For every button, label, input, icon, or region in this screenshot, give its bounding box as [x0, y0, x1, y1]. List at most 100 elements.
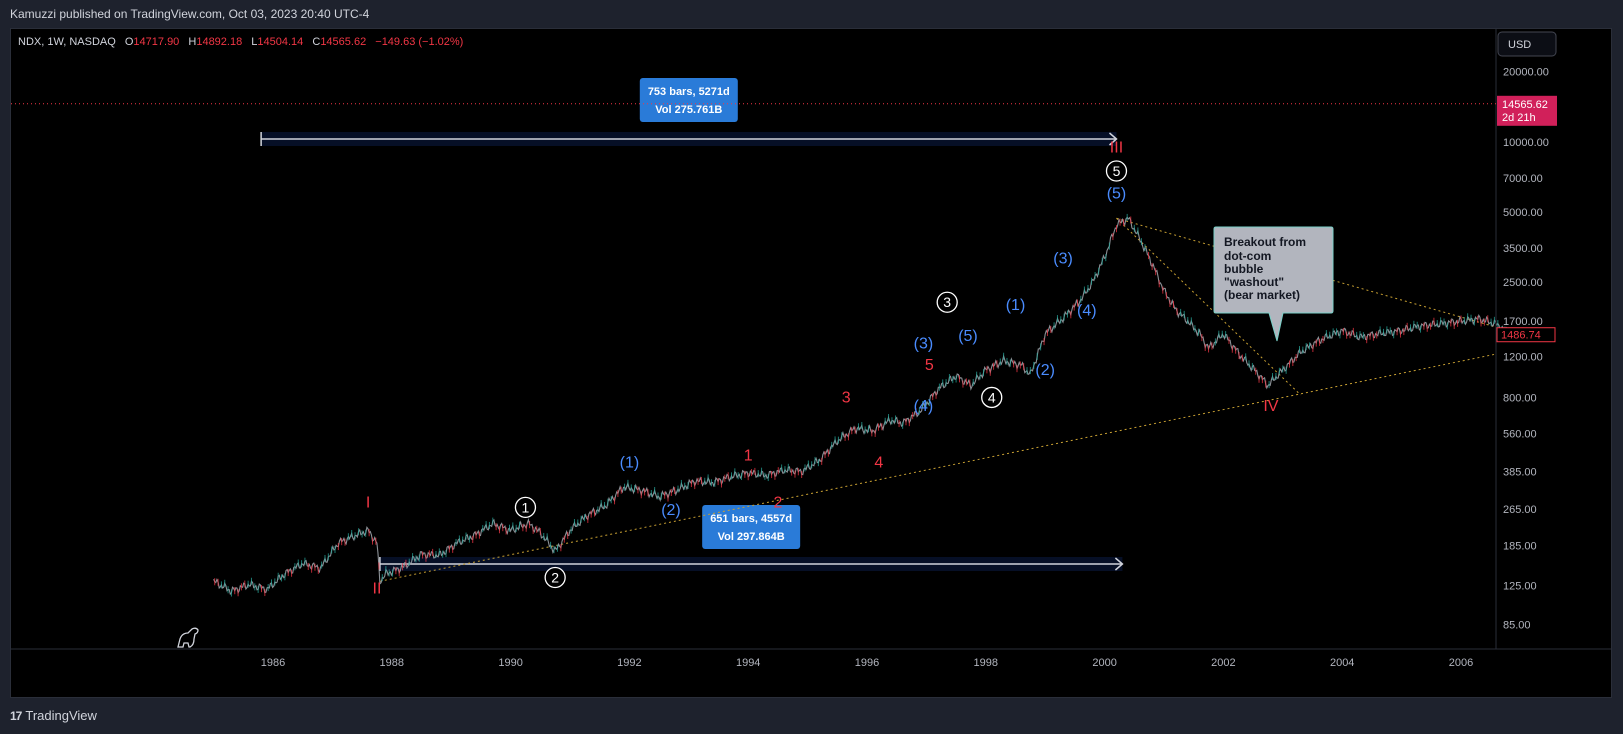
- circled-wave-label: 4: [981, 386, 1003, 409]
- blue-wave-label: (4): [914, 398, 934, 415]
- close-value: 14565.62: [320, 36, 366, 48]
- wave-circle-number: 5: [1113, 163, 1121, 179]
- series-end-tag: 1486.74: [1496, 327, 1556, 343]
- bar-range-measure: 651 bars, 4557d Vol 297.864B: [379, 505, 1124, 571]
- price-chart[interactable]: 753 bars, 5271d Vol 275.761B 651 bars, 455…: [11, 29, 1611, 697]
- y-tick-label: 10000.00: [1503, 137, 1549, 149]
- series-layer: [213, 213, 1510, 597]
- blue-wave-label: (5): [1107, 186, 1127, 203]
- wave-circle-number: 4: [988, 389, 996, 405]
- red-wave-label: 1: [744, 447, 753, 464]
- blue-wave-label: (3): [1053, 251, 1073, 268]
- x-tick-label: 1996: [855, 657, 879, 669]
- wave-circle-number: 3: [943, 294, 951, 310]
- x-tick-label: 1990: [498, 657, 522, 669]
- bar-range-layer: 753 bars, 5271d Vol 275.761B 651 bars, 455…: [260, 78, 1124, 571]
- y-tick-label: 7000.00: [1503, 173, 1543, 185]
- ohlc-legend: NDX, 1W, NASDAQ O14717.90 H14892.18 L145…: [18, 36, 463, 48]
- x-tick-label: 2000: [1092, 657, 1116, 669]
- y-tick-label: 3500.00: [1503, 243, 1543, 255]
- axis-layer: 28000.0020000.0010000.007000.005000.0035…: [11, 29, 1611, 669]
- blue-wave-label: (2): [1035, 362, 1055, 379]
- x-tick-label: 2004: [1330, 657, 1354, 669]
- blue-wave-label: (2): [661, 502, 681, 519]
- red-wave-label: II: [373, 581, 382, 598]
- currency-button[interactable]: USD: [1497, 31, 1557, 57]
- circled-wave-label: 3: [936, 291, 958, 313]
- wave-circle: [981, 386, 1003, 409]
- dinosaur-icon[interactable]: [177, 627, 199, 648]
- tradingview-logo-icon: 17: [10, 709, 22, 723]
- red-wave-label: III: [1110, 140, 1123, 157]
- publisher-line: Kamuzzi published on TradingView.com, Oc…: [10, 7, 370, 21]
- last-price-tag-bg: [1497, 95, 1557, 126]
- trendline: [1116, 217, 1497, 328]
- range-vol-label: Vol 297.864B: [718, 531, 785, 543]
- red-wave-label: IV: [1263, 398, 1278, 415]
- circled-wave-label: 1: [514, 496, 537, 519]
- red-wave-label: 4: [874, 455, 883, 472]
- high-label: H: [188, 36, 196, 48]
- y-tick-label: 560.00: [1503, 429, 1537, 441]
- wave-circle: [544, 566, 566, 589]
- wave-circle: [514, 496, 537, 519]
- circled-wave-label: 2: [544, 566, 566, 589]
- wave-label-layer: IIIIIIIV12345(1)(2)(3)(4)(5)(1)(2)(3)(4)…: [366, 140, 1279, 598]
- countdown-value: 2d 21h: [1502, 112, 1536, 124]
- y-tick-label: 185.00: [1503, 541, 1537, 553]
- symbol-label: NDX, 1W, NASDAQ: [18, 36, 116, 48]
- low-label: L: [251, 36, 257, 48]
- y-tick-label: 2500.00: [1503, 277, 1543, 289]
- wave-circle-number: 1: [522, 499, 530, 515]
- y-tick-label: 125.00: [1503, 580, 1537, 592]
- breakout-callout[interactable]: Breakout from dot-com bubble "washout" (…: [1213, 226, 1334, 342]
- x-tick-label: 2006: [1449, 657, 1473, 669]
- y-tick-label: 1200.00: [1503, 351, 1543, 363]
- range-tooltip: [639, 78, 738, 122]
- y-tick-label: 5000.00: [1503, 207, 1543, 219]
- currency-label: USD: [1508, 39, 1531, 51]
- y-tick-label: 20000.00: [1503, 67, 1549, 79]
- blue-wave-label: (1): [620, 455, 640, 472]
- y-tick-label: 800.00: [1503, 392, 1537, 404]
- x-tick-label: 2002: [1211, 657, 1235, 669]
- red-wave-label: 2: [773, 494, 782, 511]
- callout-text: Breakout from dot-com bubble "washout" (…: [1224, 235, 1309, 302]
- chart-frame[interactable]: 753 bars, 5271d Vol 275.761B 651 bars, 455…: [10, 28, 1612, 698]
- y-tick-label: 265.00: [1503, 504, 1537, 516]
- blue-wave-label: (1): [1006, 297, 1026, 314]
- y-tick-label: 85.00: [1503, 619, 1531, 631]
- range-arrow-icon: [1114, 557, 1124, 571]
- brand-label: TradingView: [25, 708, 97, 723]
- range-bars-label: 651 bars, 4557d: [710, 513, 792, 525]
- red-wave-label: I: [366, 494, 370, 511]
- circled-wave-label: 5: [1105, 160, 1128, 182]
- red-wave-label: 5: [925, 357, 934, 374]
- wave-circle-number: 2: [551, 569, 559, 585]
- range-tooltip: [702, 505, 801, 549]
- x-tick-label: 1992: [617, 657, 641, 669]
- blue-wave-label: (5): [958, 328, 978, 345]
- tradingview-footer[interactable]: 17 TradingView: [10, 704, 97, 728]
- low-value: 14504.14: [257, 36, 303, 48]
- open-label: O: [125, 36, 134, 48]
- trendline-layer: [379, 217, 1497, 582]
- red-wave-label: 3: [842, 390, 851, 407]
- last-price-value: 14565.62: [1502, 99, 1548, 111]
- open-value: 14717.90: [133, 36, 179, 48]
- series-end-tag-bg: [1496, 327, 1556, 343]
- blue-wave-label: (4): [1077, 302, 1097, 319]
- wave-circle: [936, 291, 958, 313]
- change-value: −149.63 (−1.02%): [375, 36, 463, 48]
- wave-circle: [1105, 160, 1128, 182]
- x-tick-label: 1994: [736, 657, 760, 669]
- series-end-value: 1486.74: [1501, 330, 1541, 342]
- bar-range-measure: 753 bars, 5271d Vol 275.761B: [260, 78, 1118, 146]
- y-tick-label: 385.00: [1503, 466, 1537, 478]
- blue-wave-label: (3): [914, 335, 934, 352]
- range-arrow-icon: [1108, 132, 1118, 146]
- close-label: C: [312, 36, 320, 48]
- x-tick-label: 1988: [380, 657, 404, 669]
- x-tick-label: 1998: [974, 657, 998, 669]
